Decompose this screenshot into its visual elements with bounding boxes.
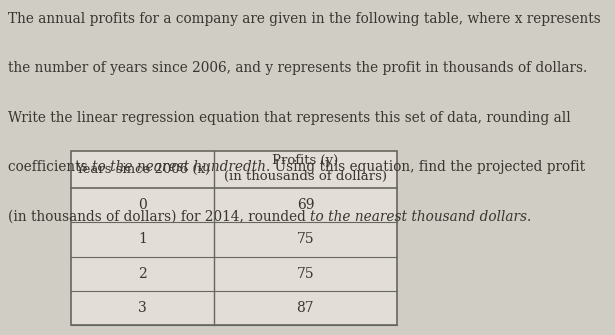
- Text: the number of years since 2006, and y represents the profit in thousands of doll: the number of years since 2006, and y re…: [8, 61, 587, 75]
- Text: 1: 1: [138, 232, 147, 247]
- Text: Profits (y): Profits (y): [272, 153, 338, 166]
- Text: (in thousands of dollars) for 2014, rounded: (in thousands of dollars) for 2014, roun…: [8, 210, 310, 224]
- Text: .: .: [527, 210, 531, 224]
- Text: 75: 75: [296, 267, 314, 281]
- Text: 69: 69: [296, 198, 314, 212]
- Text: (in thousands of dollars): (in thousands of dollars): [224, 170, 387, 183]
- Text: The annual profits for a company are given in the following table, where x repre: The annual profits for a company are giv…: [8, 12, 601, 26]
- Text: Write the linear regression equation that represents this set of data, rounding : Write the linear regression equation tha…: [8, 111, 571, 125]
- Text: coefficients: coefficients: [8, 160, 92, 175]
- Text: 0: 0: [138, 198, 147, 212]
- Text: 3: 3: [138, 301, 147, 315]
- Text: 75: 75: [296, 232, 314, 247]
- Text: 87: 87: [296, 301, 314, 315]
- Text: . Using this equation, find the projected profit: . Using this equation, find the projecte…: [266, 160, 585, 175]
- Text: 2: 2: [138, 267, 147, 281]
- Bar: [71, 151, 397, 325]
- Text: to the nearest thousand dollars: to the nearest thousand dollars: [310, 210, 527, 224]
- Text: to the nearest hundredth: to the nearest hundredth: [92, 160, 266, 175]
- Text: Years since 2006 (x): Years since 2006 (x): [75, 163, 210, 176]
